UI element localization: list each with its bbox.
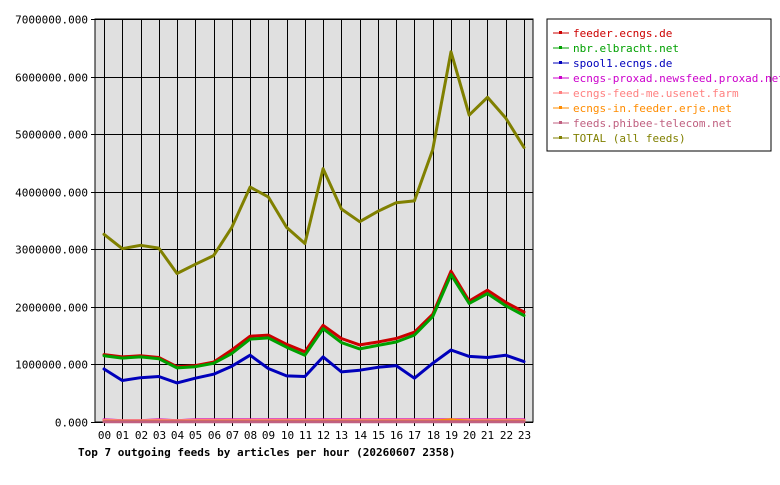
x-tick-label: 12 <box>317 429 330 442</box>
x-tick-label: 06 <box>208 429 221 442</box>
legend-marker <box>559 121 562 124</box>
x-tick-label: 05 <box>189 429 202 442</box>
x-tick-label: 02 <box>135 429 148 442</box>
y-tick-label: 0.000 <box>55 417 88 430</box>
legend-label: feeder.ecngs.de <box>573 27 672 40</box>
x-axis-ticks: 00 01 02 03 04 05 06 07 08 09 10 11 12 13 14 15 16 17 18 19… <box>98 422 531 442</box>
series-lines <box>102 50 526 424</box>
legend-marker <box>559 136 562 139</box>
legend-label: ecngs-feed-me.usenet.farm <box>573 87 739 100</box>
legend-label: spool1.ecngs.de <box>573 57 672 70</box>
x-tick-label: 15 <box>372 429 385 442</box>
x-tick-label: 08 <box>244 429 257 442</box>
legend-marker <box>559 61 562 64</box>
legend-label: ecngs-proxad.newsfeed.proxad.net <box>573 72 780 85</box>
legend-marker <box>559 106 562 109</box>
y-tick-label: 2000000.000 <box>15 302 88 315</box>
y-tick-label: 5000000.000 <box>15 129 88 142</box>
x-tick-label: 09 <box>262 429 275 442</box>
x-tick-label: 21 <box>481 429 494 442</box>
x-tick-label: 20 <box>463 429 476 442</box>
series-line-1 <box>102 273 526 370</box>
x-tick-label: 17 <box>408 429 421 442</box>
x-tick-label: 22 <box>500 429 513 442</box>
y-tick-label: 6000000.000 <box>15 72 88 85</box>
legend-label: TOTAL (all feeds) <box>573 132 686 145</box>
legend-label: feeds.phibee-telecom.net <box>573 117 732 130</box>
legend-label: ecngs-in.feeder.erje.net <box>573 102 732 115</box>
x-tick-label: 13 <box>335 429 348 442</box>
legend: feeder.ecngs.de nbr.elbracht.net spool1.ec… <box>546 18 780 152</box>
legend-label: nbr.elbracht.net <box>573 42 679 55</box>
series-line-7 <box>102 50 526 275</box>
legend-items: feeder.ecngs.de nbr.elbracht.net spool1.ec… <box>553 27 780 145</box>
y-tick-label: 7000000.000 <box>15 14 88 27</box>
x-tick-label: 04 <box>171 429 185 442</box>
series-line-2 <box>102 348 526 385</box>
x-tick-label: 01 <box>116 429 129 442</box>
legend-marker <box>559 91 562 94</box>
legend-box <box>546 18 772 152</box>
plot-area <box>94 18 534 423</box>
y-tick-label: 3000000.000 <box>15 244 88 257</box>
chart-title: Top 7 outgoing feeds by articles per hou… <box>78 446 456 459</box>
x-tick-label: 07 <box>226 429 239 442</box>
grid <box>95 19 533 423</box>
y-tick-label: 4000000.000 <box>15 187 88 200</box>
legend-marker <box>559 76 562 79</box>
y-axis-ticks: 0.000 1000000.000 2000000.000 3000000.000 40… <box>15 14 95 430</box>
x-tick-label: 00 <box>98 429 111 442</box>
x-tick-label: 11 <box>299 429 312 442</box>
x-tick-label: 14 <box>354 429 368 442</box>
x-tick-label: 23 <box>518 429 531 442</box>
y-tick-label: 1000000.000 <box>15 359 88 372</box>
x-tick-label: 18 <box>427 429 440 442</box>
x-tick-label: 10 <box>281 429 294 442</box>
x-tick-label: 19 <box>445 429 458 442</box>
legend-marker <box>559 31 562 34</box>
x-tick-label: 16 <box>390 429 403 442</box>
legend-marker <box>559 46 562 49</box>
x-tick-label: 03 <box>153 429 166 442</box>
